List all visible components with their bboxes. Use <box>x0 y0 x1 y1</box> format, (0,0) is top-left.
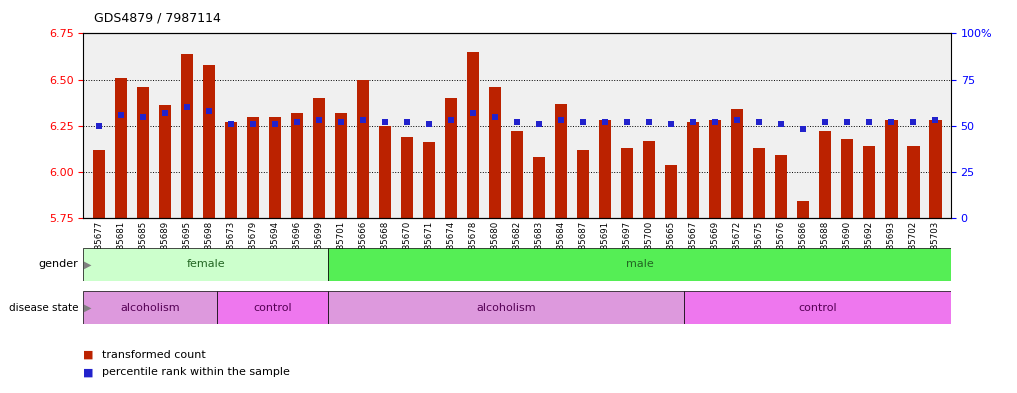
Bar <box>621 148 634 218</box>
Bar <box>489 87 501 218</box>
Point <box>905 119 921 125</box>
Bar <box>423 142 435 218</box>
Text: ■: ■ <box>83 350 94 360</box>
Bar <box>268 116 281 218</box>
Text: alcoholism: alcoholism <box>476 303 536 312</box>
Text: male: male <box>625 259 653 269</box>
Point <box>685 119 702 125</box>
Bar <box>445 98 458 218</box>
Bar <box>379 126 392 218</box>
Point <box>289 119 305 125</box>
Bar <box>775 155 787 218</box>
Bar <box>907 146 919 218</box>
Text: GDS4879 / 7987114: GDS4879 / 7987114 <box>94 12 221 25</box>
Point <box>91 123 107 129</box>
Bar <box>863 146 876 218</box>
Bar <box>684 291 951 324</box>
Text: control: control <box>798 303 837 312</box>
Point <box>245 121 261 127</box>
Bar <box>599 120 611 218</box>
Point <box>465 110 481 116</box>
Point <box>663 121 679 127</box>
Point <box>266 121 283 127</box>
Bar <box>731 109 743 218</box>
Bar <box>754 148 766 218</box>
Point <box>487 113 503 119</box>
Bar <box>83 248 328 281</box>
Bar <box>577 150 589 218</box>
Point <box>729 117 745 123</box>
Bar <box>159 105 171 218</box>
Bar <box>820 131 832 218</box>
Bar <box>797 202 810 218</box>
Point <box>421 121 437 127</box>
Text: disease state: disease state <box>9 303 78 312</box>
Bar <box>225 122 237 218</box>
Bar <box>202 65 215 218</box>
Bar <box>181 54 193 218</box>
Bar <box>137 87 148 218</box>
Text: percentile rank within the sample: percentile rank within the sample <box>102 367 290 377</box>
Point <box>531 121 547 127</box>
Point <box>641 119 657 125</box>
Point <box>157 110 173 116</box>
Bar <box>709 120 721 218</box>
Point <box>773 121 789 127</box>
Bar <box>217 291 328 324</box>
Bar <box>512 131 523 218</box>
Bar <box>313 98 325 218</box>
Point <box>839 119 855 125</box>
Point <box>113 112 129 118</box>
Bar <box>687 122 700 218</box>
Point <box>597 119 613 125</box>
Point <box>575 119 591 125</box>
Bar <box>930 120 942 218</box>
Point <box>134 113 151 119</box>
Point <box>752 119 768 125</box>
Bar <box>335 113 347 218</box>
Bar <box>841 139 853 218</box>
Bar <box>467 52 479 218</box>
Bar <box>555 104 567 218</box>
Text: female: female <box>186 259 225 269</box>
Point <box>223 121 239 127</box>
Point <box>928 117 944 123</box>
Text: gender: gender <box>39 259 78 269</box>
Point <box>795 126 812 132</box>
Point <box>619 119 636 125</box>
Point <box>377 119 394 125</box>
Bar <box>291 113 303 218</box>
Point <box>355 117 371 123</box>
Point <box>399 119 415 125</box>
Point <box>553 117 570 123</box>
Point <box>443 117 460 123</box>
Point <box>707 119 723 125</box>
Point <box>818 119 834 125</box>
Text: transformed count: transformed count <box>102 350 205 360</box>
Point <box>884 119 900 125</box>
Text: control: control <box>253 303 292 312</box>
Bar <box>328 248 951 281</box>
Bar <box>328 291 684 324</box>
Text: alcoholism: alcoholism <box>120 303 180 312</box>
Bar <box>401 137 413 218</box>
Bar <box>115 78 127 218</box>
Bar <box>665 165 677 218</box>
Text: ▶: ▶ <box>84 303 92 312</box>
Point <box>200 108 217 114</box>
Point <box>179 104 195 110</box>
Bar <box>357 79 369 218</box>
Bar <box>93 150 105 218</box>
Bar <box>533 157 545 218</box>
Text: ▶: ▶ <box>84 259 92 269</box>
Bar <box>83 291 217 324</box>
Bar <box>643 141 655 218</box>
Point <box>311 117 327 123</box>
Bar <box>886 120 897 218</box>
Point <box>861 119 878 125</box>
Point <box>333 119 349 125</box>
Text: ■: ■ <box>83 367 94 377</box>
Point <box>510 119 526 125</box>
Bar <box>247 116 259 218</box>
